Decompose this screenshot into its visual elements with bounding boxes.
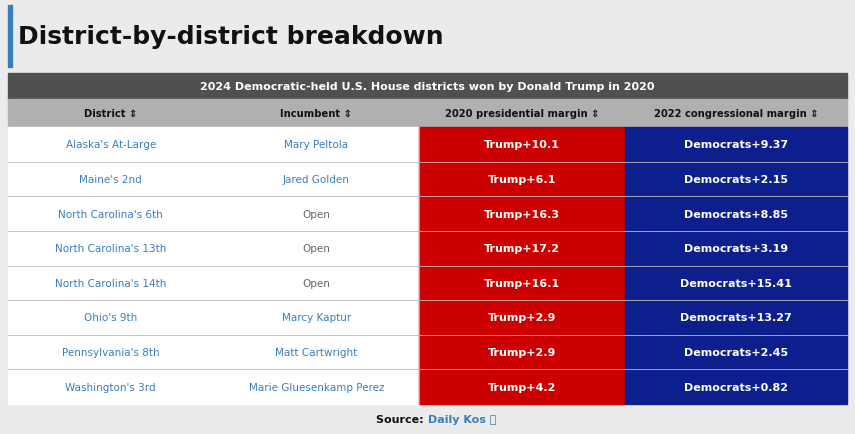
Text: Pennsylvania's 8th: Pennsylvania's 8th: [62, 347, 160, 357]
Text: 2024 Democratic-held U.S. House districts won by Donald Trump in 2020: 2024 Democratic-held U.S. House district…: [200, 82, 655, 92]
Bar: [8, 266, 419, 300]
Bar: [625, 335, 847, 369]
Text: Incumbent ⇕: Incumbent ⇕: [280, 109, 352, 119]
Text: Democrats+0.82: Democrats+0.82: [684, 382, 787, 392]
Bar: [419, 369, 625, 404]
Text: Open: Open: [303, 278, 330, 288]
Bar: [8, 128, 419, 162]
Bar: [419, 300, 625, 335]
Bar: [419, 162, 625, 197]
Text: North Carolina's 13th: North Carolina's 13th: [55, 243, 167, 253]
Text: Trump+16.3: Trump+16.3: [484, 209, 560, 219]
Bar: [625, 369, 847, 404]
Bar: [8, 162, 419, 197]
Text: Jared Golden: Jared Golden: [283, 174, 350, 184]
Text: Democrats+2.15: Democrats+2.15: [684, 174, 787, 184]
Text: Democrats+15.41: Democrats+15.41: [680, 278, 792, 288]
Text: Democrats+2.45: Democrats+2.45: [684, 347, 788, 357]
Text: Alaska's At-Large: Alaska's At-Large: [66, 140, 156, 150]
Text: Marcy Kaptur: Marcy Kaptur: [281, 313, 351, 323]
Text: Trump+16.1: Trump+16.1: [484, 278, 560, 288]
Text: Marie Gluesenkamp Perez: Marie Gluesenkamp Perez: [249, 382, 384, 392]
Text: Daily Kos ⧉: Daily Kos ⧉: [428, 414, 496, 424]
Text: Trump+2.9: Trump+2.9: [487, 313, 556, 323]
Bar: [8, 300, 419, 335]
Text: Democrats+3.19: Democrats+3.19: [684, 243, 788, 253]
Text: District ⇕: District ⇕: [84, 109, 138, 119]
Text: Open: Open: [303, 209, 330, 219]
Bar: [8, 231, 419, 266]
Text: 2020 presidential margin ⇕: 2020 presidential margin ⇕: [445, 109, 599, 119]
Bar: [419, 335, 625, 369]
Text: Ohio's 9th: Ohio's 9th: [84, 313, 138, 323]
Bar: [625, 197, 847, 231]
Text: Democrats+9.37: Democrats+9.37: [684, 140, 788, 150]
Bar: [625, 128, 847, 162]
Bar: [8, 369, 419, 404]
Text: Trump+2.9: Trump+2.9: [487, 347, 556, 357]
Bar: [419, 197, 625, 231]
Text: Trump+6.1: Trump+6.1: [487, 174, 556, 184]
Bar: [8, 100, 847, 128]
Bar: [8, 6, 12, 68]
Text: Democrats+8.85: Democrats+8.85: [684, 209, 787, 219]
Bar: [8, 197, 419, 231]
Text: Source:: Source:: [376, 414, 428, 424]
Bar: [625, 231, 847, 266]
Bar: [419, 231, 625, 266]
Text: Maine's 2nd: Maine's 2nd: [80, 174, 142, 184]
Bar: [625, 266, 847, 300]
Text: North Carolina's 14th: North Carolina's 14th: [55, 278, 167, 288]
Bar: [625, 162, 847, 197]
Text: Open: Open: [303, 243, 330, 253]
Text: District-by-district breakdown: District-by-district breakdown: [18, 25, 444, 49]
Text: 2022 congressional margin ⇕: 2022 congressional margin ⇕: [653, 109, 818, 119]
Text: Mary Peltola: Mary Peltola: [284, 140, 348, 150]
Text: Trump+17.2: Trump+17.2: [484, 243, 560, 253]
Bar: [8, 335, 419, 369]
Text: Democrats+13.27: Democrats+13.27: [680, 313, 792, 323]
Bar: [8, 74, 847, 100]
Text: North Carolina's 6th: North Carolina's 6th: [58, 209, 163, 219]
Text: Matt Cartwright: Matt Cartwright: [275, 347, 357, 357]
Bar: [419, 128, 625, 162]
Text: Trump+10.1: Trump+10.1: [484, 140, 560, 150]
Bar: [625, 300, 847, 335]
Text: Washington's 3rd: Washington's 3rd: [66, 382, 156, 392]
Bar: [419, 266, 625, 300]
Text: Trump+4.2: Trump+4.2: [487, 382, 556, 392]
